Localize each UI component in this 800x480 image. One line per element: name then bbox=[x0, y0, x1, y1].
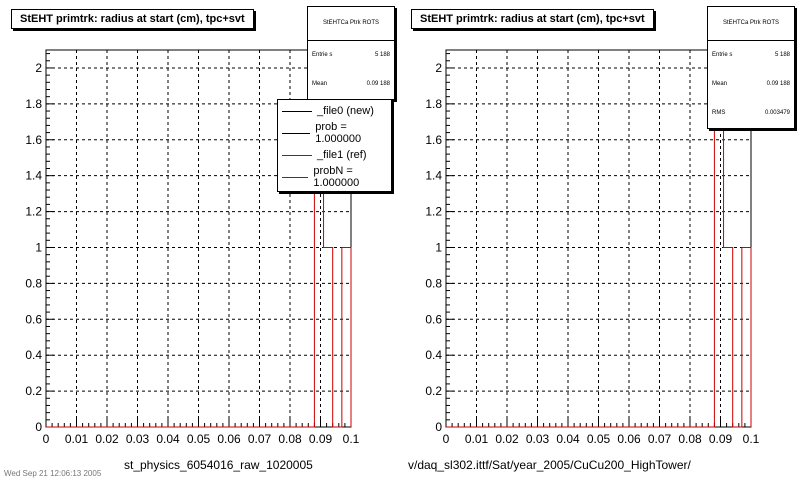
legend-entry-file0: _file0 (new) bbox=[278, 100, 391, 122]
left-histogram: 0 0.01 0.02 0.03 0.04 0.05 0.06 0.07 0.08 0.09 0.1… bbox=[25, 49, 360, 446]
y-tick-label: 2 bbox=[435, 61, 442, 75]
legend-label-prob: prob = 1.000000 bbox=[315, 121, 362, 145]
x-tick-label: 0.07 bbox=[248, 432, 272, 446]
legend-entry-probn: probN = 1.000000 bbox=[278, 165, 391, 189]
right-stats-row-rms: RMS 0.003479 bbox=[708, 99, 794, 128]
y-tick-label: 1.8 bbox=[425, 97, 442, 111]
left-stats-entries-label: Entrie s bbox=[312, 52, 333, 58]
left-x-axis-label: st_physics_6054016_raw_1020005 bbox=[124, 458, 313, 472]
x-tick-label: 0 bbox=[443, 432, 450, 446]
y-tick-label: 0.2 bbox=[25, 384, 42, 398]
histogram-bin bbox=[724, 247, 733, 427]
left-stats-title: StEHTCa Ptrk ROTS bbox=[308, 7, 394, 41]
right-stats-box: StEHTCa Ptrk ROTS Entrie s 5 188 Mean 0.… bbox=[707, 6, 795, 129]
timestamp-footer: Wed Sep 21 12:06:13 2005 bbox=[4, 469, 102, 478]
legend-label-probn: probN = 1.000000 bbox=[313, 165, 360, 189]
x-tick-label: 0.08 bbox=[678, 432, 702, 446]
y-tick-label: 0 bbox=[435, 420, 442, 434]
left-stats-row-entries: Entrie s 5 188 bbox=[308, 41, 394, 70]
y-tick-label: 0 bbox=[35, 420, 42, 434]
histogram-bin bbox=[342, 247, 351, 427]
x-tick-label: 0.03 bbox=[526, 432, 550, 446]
right-stats-entries-value: 5 188 bbox=[774, 52, 790, 58]
y-tick-label: 0.4 bbox=[25, 348, 42, 362]
x-tick-label: 0.1 bbox=[743, 432, 760, 446]
legend-label-file0: _file0 (new) bbox=[317, 105, 374, 117]
legend-swatch-file0 bbox=[282, 110, 312, 112]
x-tick-label: 0.09 bbox=[309, 432, 333, 446]
y-tick-label: 2 bbox=[35, 61, 42, 75]
y-tick-label: 1.6 bbox=[425, 133, 442, 147]
y-tick-label: 0.2 bbox=[425, 384, 442, 398]
y-tick-label: 1.8 bbox=[25, 97, 42, 111]
left-legend: _file0 (new) prob = 1.000000 _file1 (ref… bbox=[277, 99, 392, 192]
y-tick-label: 0.4 bbox=[425, 348, 442, 362]
y-tick-label: 1.6 bbox=[25, 133, 42, 147]
left-stats-entries-value: 5 188 bbox=[374, 52, 390, 58]
histogram-series bbox=[446, 67, 752, 428]
legend-label-file1: _file1 (ref) bbox=[317, 149, 367, 161]
y-tick-label: 1.4 bbox=[25, 169, 42, 183]
right-stats-row-mean: Mean 0.09 188 bbox=[708, 70, 794, 99]
y-tick-label: 1.2 bbox=[425, 205, 442, 219]
right-stats-row-entries: Entrie s 5 188 bbox=[708, 41, 794, 70]
right-stats-mean-label: Mean bbox=[712, 81, 728, 87]
x-tick-label: 0.07 bbox=[648, 432, 672, 446]
x-tick-label: 0.06 bbox=[617, 432, 641, 446]
x-tick-label: 0.09 bbox=[709, 432, 733, 446]
x-tick-label: 0.04 bbox=[556, 432, 580, 446]
y-tick-label: 1.4 bbox=[425, 169, 442, 183]
right-stats-title: StEHTCa Ptrk ROTS bbox=[708, 7, 794, 41]
x-tick-label: 0.02 bbox=[95, 432, 119, 446]
y-tick-label: 1 bbox=[35, 240, 42, 254]
y-tick-label: 0.8 bbox=[425, 276, 442, 290]
y-tick-label: 0.6 bbox=[425, 312, 442, 326]
legend-swatch-probn bbox=[282, 176, 309, 178]
legend-swatch-file1 bbox=[282, 154, 312, 156]
right-stats-mean-value: 0.09 188 bbox=[766, 81, 790, 87]
right-stats-entries-label: Entrie s bbox=[712, 52, 733, 58]
right-plot-title: StEHT primtrk: radius at start (cm), tpc… bbox=[411, 9, 654, 29]
x-tick-label: 0.01 bbox=[465, 432, 489, 446]
y-tick-label: 1 bbox=[435, 240, 442, 254]
left-stats-mean-value: 0.09 188 bbox=[366, 81, 390, 87]
legend-swatch-prob bbox=[282, 132, 311, 134]
x-tick-label: 0.01 bbox=[65, 432, 89, 446]
histogram-bin bbox=[324, 247, 333, 427]
x-tick-label: 0.1 bbox=[343, 432, 360, 446]
right-stats-rms-label: RMS bbox=[712, 110, 726, 116]
left-stats-box: StEHTCa Ptrk ROTS Entrie s 5 188 Mean 0.… bbox=[307, 6, 395, 100]
x-tick-label: 0.02 bbox=[495, 432, 519, 446]
x-tick-label: 0.06 bbox=[217, 432, 241, 446]
left-pad: 0 0.01 0.02 0.03 0.04 0.05 0.06 0.07 0.08 0.09 0.1… bbox=[11, 6, 395, 472]
y-tick-label: 0.6 bbox=[25, 312, 42, 326]
legend-entry-prob: prob = 1.000000 bbox=[278, 121, 391, 145]
x-tick-label: 0.04 bbox=[156, 432, 180, 446]
left-stats-row-mean: Mean 0.09 188 bbox=[308, 70, 394, 99]
x-tick-label: 0.03 bbox=[126, 432, 150, 446]
x-tick-label: 0.05 bbox=[587, 432, 611, 446]
right-pad: 0 0.01 0.02 0.03 0.04 0.05 0.06 0.07 0.08 0.09 0.1… bbox=[400, 0, 800, 480]
histogram-bin bbox=[742, 247, 751, 427]
x-tick-label: 0 bbox=[43, 432, 50, 446]
right-x-axis-label: v/daq_sl302.ittf/Sat/year_2005/CuCu200_H… bbox=[408, 458, 691, 472]
right-stats-rms-value: 0.003479 bbox=[764, 110, 790, 116]
left-stats-mean-label: Mean bbox=[312, 81, 328, 87]
right-histogram: 0 0.01 0.02 0.03 0.04 0.05 0.06 0.07 0.08 0.09 0.1… bbox=[425, 49, 760, 446]
y-tick-label: 1.2 bbox=[25, 205, 42, 219]
x-tick-label: 0.05 bbox=[187, 432, 211, 446]
left-plot-title: StEHT primtrk: radius at start (cm), tpc… bbox=[11, 9, 254, 29]
x-tick-label: 0.08 bbox=[278, 432, 302, 446]
y-tick-label: 0.8 bbox=[25, 276, 42, 290]
legend-entry-file1: _file1 (ref) bbox=[278, 144, 391, 166]
